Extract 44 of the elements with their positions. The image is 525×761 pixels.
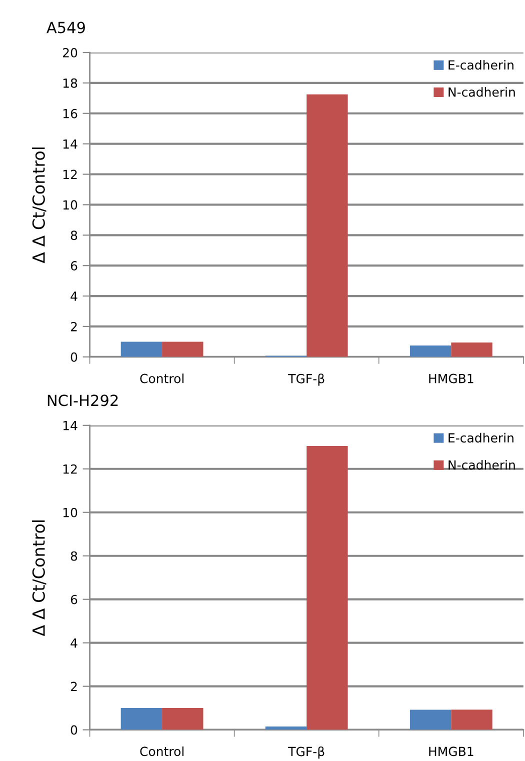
bar xyxy=(265,726,307,730)
x-tick-label: HMGB1 xyxy=(429,374,474,384)
y-axis-title: Δ Δ Ct/Control xyxy=(32,520,46,636)
chart-title: NCI-H292 xyxy=(48,394,118,406)
legend-label: N-cadherin xyxy=(448,460,515,470)
y-tick-label: 10 xyxy=(63,508,78,518)
x-tick-label: Control xyxy=(140,746,184,756)
legend-label: E-cadherin xyxy=(448,60,514,70)
bar xyxy=(451,710,492,730)
bar xyxy=(451,342,492,357)
y-tick-label: 16 xyxy=(63,108,78,118)
y-tick-label: 6 xyxy=(70,594,78,604)
chart-title: A549 xyxy=(46,22,85,34)
y-tick-label: 18 xyxy=(63,78,78,88)
y-tick-label: 0 xyxy=(70,352,78,362)
x-tick-label: Control xyxy=(140,374,184,384)
y-tick-label: 14 xyxy=(63,421,78,430)
y-tick-label: 12 xyxy=(63,464,77,474)
bar xyxy=(162,342,204,357)
bar xyxy=(306,94,348,357)
y-tick-label: 20 xyxy=(62,48,78,58)
y-axis-title: Δ Δ Ct/Control xyxy=(32,148,46,264)
y-tick-label: 6 xyxy=(70,261,78,271)
bar xyxy=(306,446,348,730)
y-tick-label: 12 xyxy=(63,170,77,180)
x-tick-label: HMGB1 xyxy=(429,746,474,756)
y-tick-label: 4 xyxy=(70,292,78,301)
y-tick-label: 0 xyxy=(70,725,78,735)
y-tick-label: 2 xyxy=(70,682,77,692)
y-tick-label: 14 xyxy=(63,139,78,149)
y-tick-label: 2 xyxy=(70,322,77,332)
bar xyxy=(410,710,452,730)
legend-label: E-cadherin xyxy=(448,432,514,443)
x-tick-label: TGF-β xyxy=(288,746,324,759)
bar xyxy=(410,345,452,357)
y-tick-label: 10 xyxy=(63,200,78,210)
bar xyxy=(162,708,204,730)
bar xyxy=(120,708,162,730)
y-tick-label: 4 xyxy=(70,638,78,648)
x-tick-label: TGF-β xyxy=(288,374,324,386)
legend-label: N-cadherin xyxy=(448,87,515,97)
bar xyxy=(120,342,162,357)
y-tick-label: 8 xyxy=(70,551,78,561)
y-tick-label: 8 xyxy=(70,230,78,240)
